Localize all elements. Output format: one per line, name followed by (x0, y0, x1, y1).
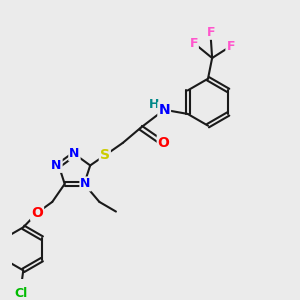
Text: N: N (80, 177, 91, 190)
Text: N: N (158, 103, 170, 117)
Text: S: S (100, 148, 110, 162)
Text: F: F (226, 40, 235, 53)
Text: Cl: Cl (14, 286, 27, 299)
Text: H: H (148, 98, 159, 111)
Text: O: O (31, 206, 43, 220)
Text: O: O (158, 136, 170, 150)
Text: N: N (51, 159, 62, 172)
Text: N: N (69, 148, 80, 160)
Text: F: F (206, 26, 215, 39)
Text: F: F (189, 37, 198, 50)
